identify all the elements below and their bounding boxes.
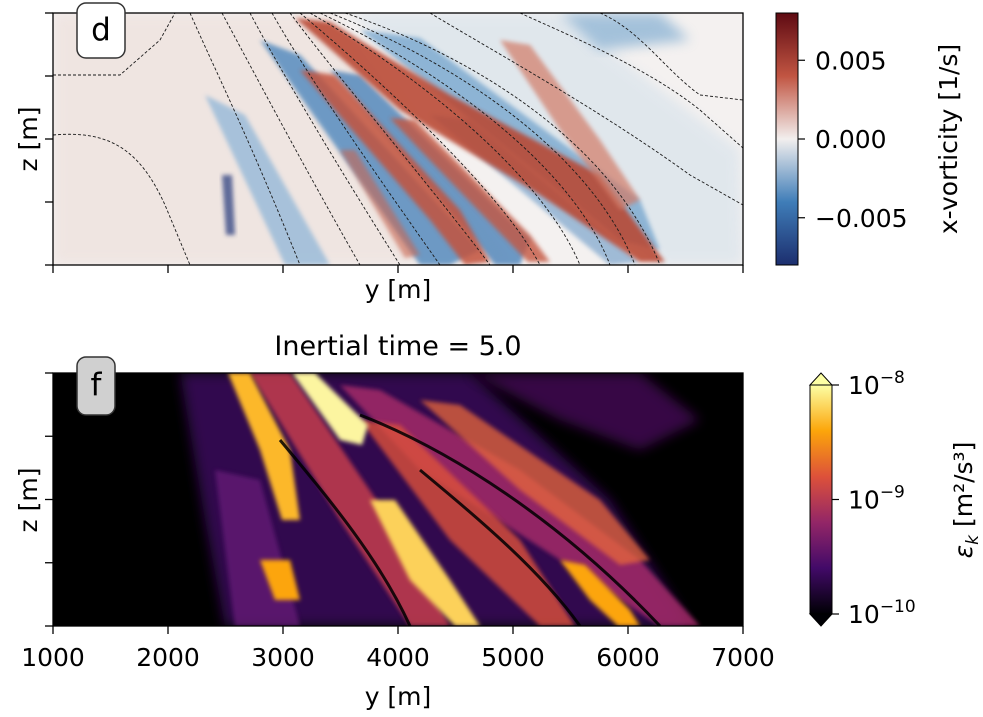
vorticity-panel: d y [m] z [m] −0.005 0.000 0.005 x-vortici…: [14, 2, 963, 304]
tick-base: 10: [848, 600, 880, 629]
colorbar-tick-label: 10−9: [848, 483, 905, 515]
positive-band-3: [390, 118, 550, 262]
panel-label-text: d: [91, 12, 111, 48]
colorbar-extend-max: [808, 372, 834, 386]
x-tick-label: 4000: [366, 643, 430, 672]
bright-band-2: [228, 373, 300, 520]
vorticity-y-ticks: [45, 12, 53, 266]
negative-band-2: [330, 70, 530, 265]
contour-line: [221, 13, 361, 265]
colorbar-extend-min: [808, 613, 834, 627]
tick-base: 10: [848, 371, 880, 400]
magenta-band: [340, 385, 700, 626]
negative-band-left: [205, 95, 330, 265]
dark-filament: [278, 439, 412, 626]
panel-label-d: d: [76, 2, 126, 59]
dark-filaments: [278, 413, 662, 626]
positive-band-2: [300, 70, 490, 265]
positive-band-main: [295, 18, 665, 262]
orange-band-2: [420, 400, 650, 565]
vorticity-colorbar-label: x-vorticity [1/s]: [934, 44, 963, 234]
contour-line: [53, 13, 176, 76]
thin-filament: [222, 175, 235, 235]
contour-line: [599, 13, 743, 101]
x-tick-label: 3000: [251, 643, 315, 672]
colorbar-label-units: [m²/s³]: [949, 442, 978, 535]
colorbar-label-subscript: k: [963, 534, 983, 545]
contour-line: [429, 13, 743, 206]
colorbar-tick-label: 0.005: [815, 46, 887, 75]
dissipation-y-axis-label: z [m]: [14, 468, 43, 533]
contour-line: [319, 13, 611, 265]
panel-label-text: f: [91, 367, 103, 403]
vorticity-field: [53, 13, 743, 265]
contour-lines: [53, 13, 743, 265]
bright-band-1: [292, 373, 368, 445]
panel-label-box: [76, 356, 116, 416]
tick-base: 10: [848, 486, 880, 515]
x-tick-label: 7000: [711, 643, 775, 672]
dissipation-title: Inertial time = 5.0: [274, 331, 521, 362]
positive-band-5: [340, 150, 420, 258]
x-tick-label: 6000: [596, 643, 660, 672]
vorticity-y-axis-label: z [m]: [14, 107, 43, 172]
contour-line: [289, 13, 491, 265]
colorbar-tick-label: 10−10: [848, 597, 916, 629]
x-tick-label: 1000: [21, 643, 85, 672]
colorbar-tick-label: 0.000: [815, 125, 887, 154]
dark-filament: [419, 468, 582, 626]
contour-line: [249, 13, 401, 265]
contour-line: [309, 13, 581, 265]
panel-label-box: [76, 2, 126, 59]
vorticity-colorbar-ticks: −0.005 0.000 0.005: [798, 46, 908, 233]
dissipation-colorbar: [809, 384, 833, 615]
bright-band-4: [560, 560, 640, 626]
tick-exponent: −9: [880, 483, 905, 503]
contour-line: [53, 133, 191, 265]
bright-spot: [260, 560, 300, 600]
colorbar-tick-label: −0.005: [815, 204, 908, 233]
x-tick-label: 5000: [481, 643, 545, 672]
panel-label-f: f: [76, 356, 116, 416]
contour-line: [519, 13, 743, 149]
vorticity-colorbar: [775, 12, 799, 266]
contour-line: [271, 13, 441, 265]
bright-band-3: [370, 500, 480, 626]
dissipation-y-ticks: [45, 372, 53, 627]
magenta-band-2: [250, 373, 450, 626]
dissipation-field: [180, 373, 700, 626]
tick-exponent: −10: [880, 597, 916, 617]
contour-line: [189, 13, 301, 265]
dissipation-panel: Inertial time = 5.0: [14, 331, 983, 711]
colorbar-tick-label: 10−8: [848, 368, 905, 400]
dissipation-x-ticks: 1000 2000 3000 4000 5000 6000 7000: [21, 626, 775, 672]
orange-band: [360, 420, 575, 626]
contour-line: [344, 13, 661, 265]
vorticity-x-axis-label: y [m]: [365, 275, 432, 304]
turbulent-zone-upper: [470, 373, 700, 450]
dissipation-colorbar-label: εk [m²/s³]: [949, 442, 983, 559]
negative-patch-top: [560, 13, 690, 50]
contour-line: [299, 13, 541, 265]
dark-filament: [359, 413, 662, 626]
colorbar-label-symbol: ε: [949, 545, 978, 559]
tick-exponent: −8: [880, 368, 905, 388]
vorticity-x-ticks: [52, 265, 744, 273]
contour-line: [329, 13, 636, 265]
x-tick-label: 2000: [136, 643, 200, 672]
dissipation-x-axis-label: y [m]: [365, 682, 432, 711]
positive-band-4: [500, 40, 640, 210]
